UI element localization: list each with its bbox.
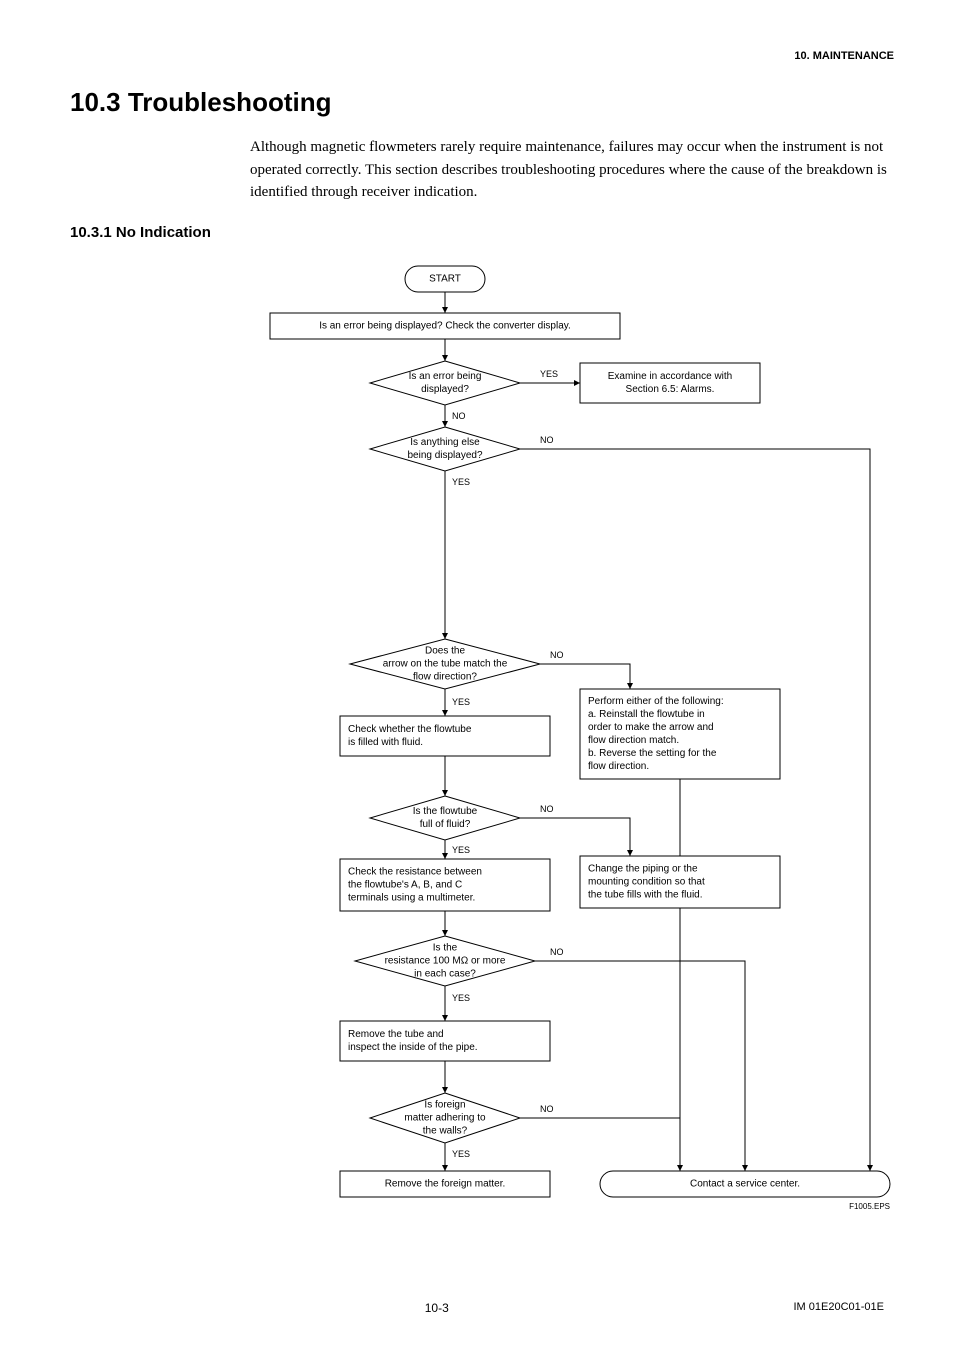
svg-text:order to make the arrow and: order to make the arrow and [588, 722, 714, 733]
section-title: 10.3 Troubleshooting [70, 87, 894, 118]
svg-text:b. Reverse the setting for the: b. Reverse the setting for the [588, 748, 717, 759]
svg-text:is filled with fluid.: is filled with fluid. [348, 737, 423, 748]
svg-text:Is the flowtube: Is the flowtube [413, 806, 478, 817]
svg-text:matter adhering to: matter adhering to [404, 1112, 486, 1123]
svg-text:Is anything else: Is anything else [410, 437, 480, 448]
svg-text:Contact a service center.: Contact a service center. [690, 1178, 800, 1189]
svg-text:a. Reinstall the flowtube in: a. Reinstall the flowtube in [588, 709, 705, 720]
svg-text:full of fluid?: full of fluid? [420, 819, 471, 830]
svg-text:Check the resistance between: Check the resistance between [348, 866, 482, 877]
svg-text:flow direction?: flow direction? [413, 671, 477, 682]
svg-text:being displayed?: being displayed? [407, 450, 482, 461]
svg-text:YES: YES [452, 993, 470, 1003]
svg-text:YES: YES [452, 845, 470, 855]
page-header: 10. MAINTENANCE [70, 50, 894, 62]
svg-text:Is the: Is the [433, 942, 458, 953]
svg-text:resistance 100 MΩ or more: resistance 100 MΩ or more [385, 955, 506, 966]
svg-text:NO: NO [540, 1104, 554, 1114]
svg-text:Examine in accordance with: Examine in accordance with [608, 371, 733, 382]
svg-text:Check whether the flowtube: Check whether the flowtube [348, 724, 472, 735]
svg-text:Change the piping or the: Change the piping or the [588, 863, 698, 874]
document-id: IM 01E20C01-01E [794, 1301, 885, 1315]
svg-text:Is an error being: Is an error being [409, 371, 482, 382]
intro-paragraph: Although magnetic flowmeters rarely requ… [250, 136, 894, 204]
svg-text:the flowtube's A, B, and C: the flowtube's A, B, and C [348, 879, 462, 890]
svg-text:NO: NO [550, 650, 564, 660]
svg-text:Is foreign: Is foreign [424, 1099, 465, 1110]
svg-text:inspect the inside of the pipe: inspect the inside of the pipe. [348, 1042, 478, 1053]
svg-text:START: START [429, 273, 461, 284]
svg-text:YES: YES [540, 369, 558, 379]
svg-text:the walls?: the walls? [423, 1125, 468, 1136]
svg-text:flow direction match.: flow direction match. [588, 735, 679, 746]
flowchart-svg: YES NO YES NO YES NO YES NO YES NO YES NO START Is an… [250, 251, 910, 1221]
svg-text:YES: YES [452, 697, 470, 707]
page-footer: 10-3 IM 01E20C01-01E [70, 1301, 894, 1315]
subsection-title: 10.3.1 No Indication [70, 224, 894, 241]
svg-text:displayed?: displayed? [421, 384, 469, 395]
svg-text:Remove the foreign matter.: Remove the foreign matter. [385, 1178, 506, 1189]
svg-text:NO: NO [540, 804, 554, 814]
svg-text:F1005.EPS: F1005.EPS [849, 1202, 890, 1211]
page-number: 10-3 [425, 1301, 449, 1315]
svg-text:NO: NO [452, 411, 466, 421]
svg-text:YES: YES [452, 1149, 470, 1159]
svg-text:flow direction.: flow direction. [588, 761, 649, 772]
svg-text:terminals using a multimeter.: terminals using a multimeter. [348, 892, 475, 903]
svg-text:in each case?: in each case? [414, 968, 476, 979]
flowchart: YES NO YES NO YES NO YES NO YES NO YES NO START Is an… [250, 251, 894, 1291]
svg-text:mounting condition so that: mounting condition so that [588, 876, 705, 887]
svg-text:the tube fills with the fluid.: the tube fills with the fluid. [588, 889, 703, 900]
svg-text:Remove the tube and: Remove the tube and [348, 1029, 444, 1040]
svg-text:Section 6.5: Alarms.: Section 6.5: Alarms. [626, 384, 715, 395]
svg-text:Is an error being displayed? C: Is an error being displayed? Check the c… [319, 320, 571, 331]
svg-text:YES: YES [452, 477, 470, 487]
svg-text:arrow on the tube match the: arrow on the tube match the [383, 658, 508, 669]
svg-text:Perform either of the followin: Perform either of the following: [588, 696, 724, 707]
svg-text:Does the: Does the [425, 645, 465, 656]
svg-text:NO: NO [550, 947, 564, 957]
svg-text:NO: NO [540, 435, 554, 445]
